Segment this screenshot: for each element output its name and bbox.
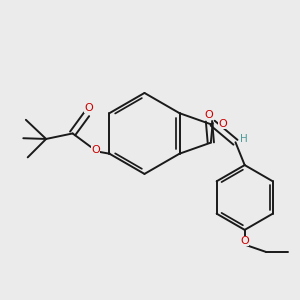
Text: O: O (218, 119, 227, 129)
Text: O: O (91, 145, 100, 155)
Text: O: O (84, 103, 93, 113)
Text: O: O (240, 236, 249, 246)
Text: O: O (205, 110, 213, 120)
Text: H: H (240, 134, 248, 144)
